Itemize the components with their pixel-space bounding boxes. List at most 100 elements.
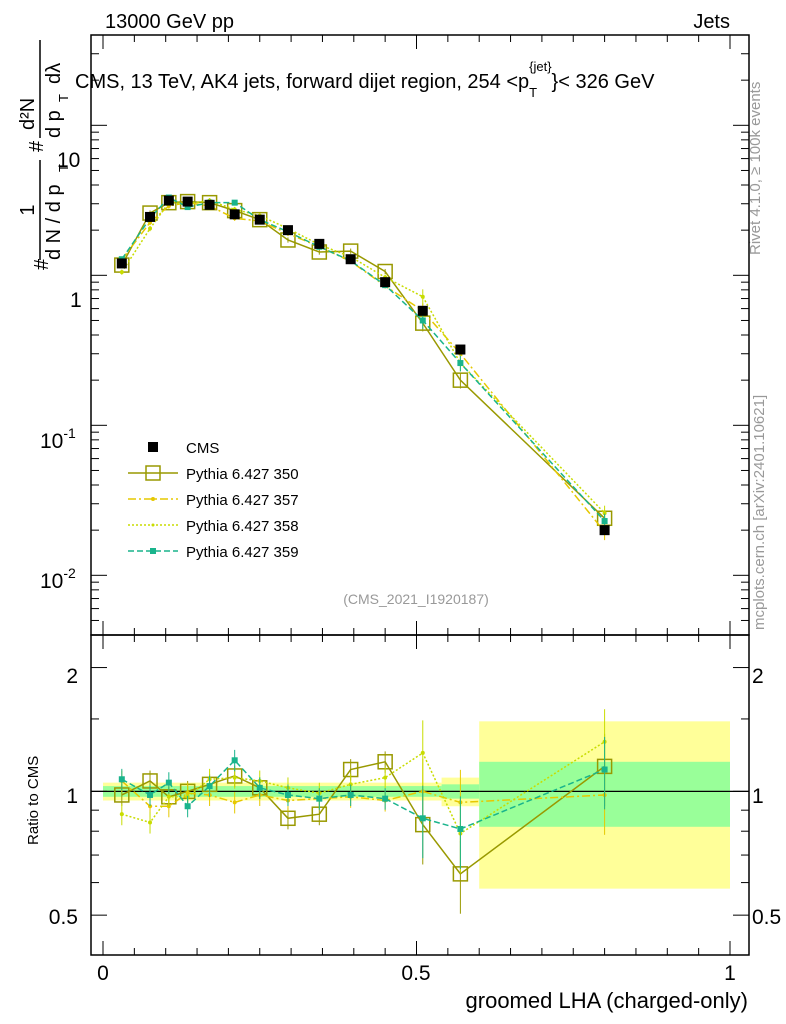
- y-ticks-main: 10-2 10-1 1 10: [40, 149, 82, 593]
- legend-label-357: Pythia 6.427 357: [186, 492, 299, 509]
- series-359-ratio-point-9: [347, 791, 354, 798]
- y-label-d2n: d²N: [17, 98, 39, 130]
- cms-point-7: [282, 225, 293, 236]
- series-359-ratio-point-7: [284, 791, 291, 798]
- cms-point-2: [163, 195, 174, 206]
- legend-marker-359: [150, 548, 156, 554]
- ratio-line-series-1: [121, 760, 606, 875]
- y-tick-ratio-left-0: 0.5: [49, 906, 78, 929]
- series-359-ratio-point-3: [184, 803, 191, 810]
- y-label-dn: d N / d p: [43, 184, 65, 260]
- x-tick-0: 0: [97, 962, 109, 985]
- cms-point-1: [145, 211, 156, 222]
- main-line-series-3: [121, 199, 606, 514]
- chart-marks: [114, 193, 613, 914]
- series-359-point-5: [231, 199, 238, 206]
- legend-label-cms: CMS: [186, 440, 219, 457]
- series-359-ratio-point-11: [419, 815, 426, 822]
- x-tick-2: 1: [724, 962, 736, 985]
- y-tick-ratio-right-2: 2: [752, 665, 764, 688]
- series-350-point-12: [452, 372, 469, 388]
- cms-point-6: [254, 214, 265, 225]
- series-3-point-11: [420, 294, 425, 299]
- plot-title-sup: {jet}: [529, 59, 552, 74]
- legend-marker-cms: [148, 442, 158, 452]
- series-359-point-11: [419, 317, 426, 324]
- cms-point-12: [455, 344, 466, 355]
- ratio-line-series-3: [121, 741, 606, 835]
- y-tick-ratio-left-1: 1: [66, 785, 78, 808]
- legend-marker-358: [151, 523, 155, 527]
- series-359-ratio-point-13: [601, 766, 608, 773]
- series-359-ratio-point-1: [147, 791, 154, 798]
- series-3-ratio-point-11: [420, 750, 425, 755]
- y-label-hash: #: [31, 258, 53, 270]
- y-label-dlam: dλ: [43, 63, 65, 84]
- header-left: 13000 GeV pp: [105, 11, 234, 33]
- cms-point-0: [116, 258, 127, 269]
- series-3-ratio-point-1: [148, 820, 153, 825]
- side-rivet: Rivet 4.1.0, ≥ 100k events: [747, 82, 764, 255]
- series-2-ratio-point-5: [232, 800, 237, 805]
- y-label-one: 1: [17, 204, 39, 215]
- y-label-dpt: d p: [43, 110, 65, 138]
- x-ticks: 0 0.5 1: [97, 962, 736, 985]
- series-359-ratio-point-6: [256, 784, 263, 791]
- legend-label-350: Pythia 6.427 350: [186, 466, 299, 483]
- series-359-point-13: [601, 518, 608, 525]
- x-tick-1: 0.5: [401, 962, 430, 985]
- cms-point-10: [380, 277, 391, 288]
- y-label-main: # 1 d N / d p T # d²N d p T dλ: [17, 40, 71, 270]
- y-ticks-ratio: 0.5 1 2 0.5 1 2: [49, 665, 781, 929]
- cms-point-3: [182, 196, 193, 207]
- header-right: Jets: [693, 11, 730, 33]
- y-label-hash2: #: [26, 140, 48, 152]
- series-359-ratio-point-5: [231, 757, 238, 764]
- main-line-series-2: [121, 201, 606, 533]
- legend-marker-357: [151, 497, 155, 501]
- side-mcplots: mcplots.cern.ch [arXiv:2401.10621]: [751, 395, 768, 630]
- cms-point-9: [345, 254, 356, 265]
- y-tick-ratio-right-1: 1: [752, 785, 764, 808]
- series-2-ratio-point-1: [148, 804, 153, 809]
- series-359-point-12: [457, 360, 464, 367]
- y-tick-main-3: 10: [57, 149, 80, 172]
- ratio-line-series-4: [121, 759, 605, 830]
- legend: CMS Pythia 6.427 350 Pythia 6.427 357 Py…: [128, 440, 299, 561]
- series-359-ratio-point-10: [382, 795, 389, 802]
- series-359-ratio-point-8: [316, 795, 323, 802]
- series-359-point-3: [184, 204, 191, 211]
- plot-title: CMS, 13 TeV, AK4 jets, forward dijet reg…: [75, 59, 655, 100]
- series-3-ratio-point-5: [232, 775, 237, 780]
- legend-label-358: Pythia 6.427 358: [186, 518, 299, 535]
- series-3-ratio-point-10: [383, 775, 388, 780]
- plot-title-prefix: CMS, 13 TeV, AK4 jets, forward dijet reg…: [75, 71, 529, 93]
- plot-title-sub: T: [529, 85, 537, 100]
- y-label-dpt-sub: T: [56, 94, 71, 102]
- cms-point-5: [229, 209, 240, 220]
- y-label-ratio: Ratio to CMS: [25, 756, 42, 845]
- series-3-ratio-point-2: [166, 794, 171, 799]
- cms-point-13: [599, 525, 610, 536]
- series-359-ratio-point-2: [165, 779, 172, 786]
- y-tick-main-2: 1: [70, 289, 82, 312]
- cms-point-8: [314, 238, 325, 249]
- y-label-dn-sub: T: [56, 164, 71, 172]
- x-label: groomed LHA (charged-only): [466, 988, 748, 1013]
- cms-point-11: [417, 305, 428, 316]
- y-tick-main-1: 10-1: [40, 425, 76, 453]
- series-3-point-1: [148, 226, 153, 231]
- series-3-point-13: [602, 511, 607, 516]
- series-359-ratio-point-12: [457, 825, 464, 832]
- series-3-point-0: [119, 270, 124, 275]
- plot-title-suffix: }< 326 GeV: [552, 71, 656, 93]
- series-359-ratio-point-4: [206, 783, 213, 790]
- ratio-line-series-2: [121, 780, 605, 807]
- analysis-label: (CMS_2021_I1920187): [343, 591, 489, 607]
- series-3-ratio-point-0: [119, 812, 124, 817]
- series-3-ratio-point-9: [348, 782, 353, 787]
- legend-label-359: Pythia 6.427 359: [186, 544, 299, 561]
- y-tick-main-0: 10-2: [40, 565, 76, 593]
- ratio-frame: [90, 634, 750, 956]
